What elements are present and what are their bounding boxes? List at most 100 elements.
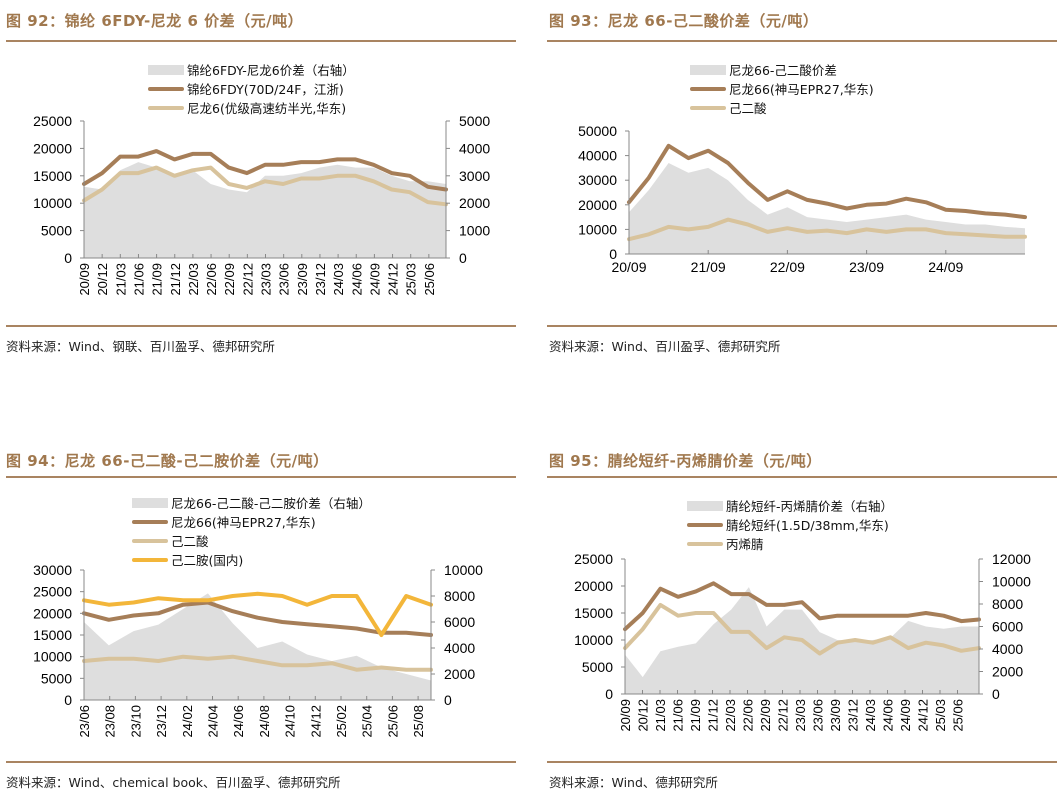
area-swatch [132, 497, 168, 508]
y-tick-label: 30000 [578, 172, 617, 188]
x-tick-label: 24/08 [257, 705, 272, 738]
legend-item: 己二酸 [690, 98, 874, 117]
x-tick-label: 22/03 [186, 263, 201, 296]
figure-94-title: 图 94：尼龙 66-己二酸-己二胺价差（元/吨） [6, 452, 329, 470]
area-series-spread [84, 162, 446, 258]
figure-93-legend: 尼龙66-己二酸价差 尼龙66(神马EPR27,华东) 己二酸 [690, 60, 874, 117]
x-tick-label: 24/10 [283, 705, 298, 738]
x-tick-label: 23/09 [828, 699, 843, 732]
y-tick-label: 20000 [578, 197, 617, 213]
light-line-swatch [687, 541, 723, 546]
x-tick-label: 21/12 [168, 263, 183, 296]
x-tick-label: 25/03 [404, 263, 419, 296]
x-tick-label: 23/06 [77, 705, 92, 738]
x-tick-label: 24/06 [349, 263, 364, 296]
legend-item: 锦纶6FDY(70D/24F，江浙) [148, 79, 355, 98]
y2-tick-label: 4000 [992, 641, 1023, 657]
figure-93-source: 资料来源：Wind、百川盈孚、德邦研究所 [549, 339, 781, 354]
x-tick-label: 21/06 [671, 699, 686, 732]
figure-95-legend: 腈纶短纤-丙烯腈价差（右轴） 腈纶短纤(1.5D/38mm,华东) 丙烯腈 [687, 496, 893, 553]
y2-tick-label: 1000 [459, 223, 490, 239]
x-tick-label: 24/03 [331, 263, 346, 296]
x-tick-label: 24/09 [898, 699, 913, 732]
y2-tick-label: 0 [444, 692, 452, 708]
y2-tick-label: 0 [459, 250, 467, 266]
y2-tick-label: 3000 [459, 168, 490, 184]
x-tick-label: 23/06 [811, 699, 826, 732]
x-tick-label: 20/09 [77, 263, 92, 296]
y-tick-label: 0 [605, 686, 613, 702]
x-tick-label: 24/12 [386, 263, 401, 296]
figure-95-title: 图 95：腈纶短纤-丙烯腈价差（元/吨） [549, 452, 822, 470]
legend-label: 锦纶6FDY-尼龙6价差（右轴） [187, 63, 355, 78]
x-tick-label: 25/06 [385, 705, 400, 738]
legend-label: 腈纶短纤-丙烯腈价差（右轴） [726, 499, 894, 514]
legend-label: 尼龙66(神马EPR27,华东) [171, 515, 316, 530]
x-tick-label: 22/12 [240, 263, 255, 296]
y-tick-label: 10000 [574, 632, 613, 648]
x-tick-label: 20/12 [636, 699, 651, 732]
y-tick-label: 25000 [574, 551, 613, 567]
x-tick-label: 24/03 [863, 699, 878, 732]
dark-line-swatch [690, 86, 726, 91]
x-tick-label: 23/12 [154, 705, 169, 738]
figure-92-source: 资料来源：Wind、钢联、百川盈孚、德邦研究所 [6, 339, 275, 354]
x-tick-label: 24/04 [206, 705, 221, 738]
x-tick-label: 22/09 [758, 699, 773, 732]
legend-item: 锦纶6FDY-尼龙6价差（右轴） [148, 60, 355, 79]
x-tick-label: 25/03 [933, 699, 948, 732]
light-line-swatch [148, 105, 184, 110]
x-tick-label: 24/06 [881, 699, 896, 732]
figure-95-title-rule [547, 476, 1057, 478]
dark-line-swatch [132, 519, 168, 524]
x-tick-label: 25/02 [334, 705, 349, 738]
legend-item: 己二胺(国内) [132, 550, 371, 569]
y2-tick-label: 8000 [992, 596, 1023, 612]
x-tick-label: 20/09 [611, 259, 646, 275]
dark-line-swatch [687, 522, 723, 527]
x-tick-label: 21/09 [688, 699, 703, 732]
x-tick-label: 20/12 [95, 263, 110, 296]
x-tick-label: 23/12 [846, 699, 861, 732]
y2-tick-label: 8000 [444, 588, 475, 604]
y-tick-label: 40000 [578, 148, 617, 164]
y-tick-label: 0 [64, 692, 72, 708]
area-series-spread [629, 163, 1025, 254]
dark-line-swatch [148, 86, 184, 91]
figure-93-chart: 0 10000 20000 30000 40000 50000 20/09 21/09 22/0… [578, 123, 1027, 275]
x-tick-label: 25/08 [411, 705, 426, 738]
area-swatch [687, 500, 723, 511]
figure-92-source-rule [6, 325, 516, 327]
y-tick-label: 5000 [582, 659, 613, 675]
y-tick-label: 5000 [41, 223, 72, 239]
legend-item: 腈纶短纤(1.5D/38mm,华东) [687, 515, 893, 534]
x-tick-label: 21/06 [131, 263, 146, 296]
yellow-line-swatch [132, 557, 168, 562]
y-tick-label: 25000 [33, 113, 72, 129]
legend-item: 尼龙66-己二酸-己二胺价差（右轴） [132, 493, 371, 512]
y-tick-label: 50000 [578, 123, 617, 139]
y-tick-label: 5000 [41, 670, 72, 686]
x-tick-label: 24/12 [308, 705, 323, 738]
y-tick-label: 10000 [33, 649, 72, 665]
y-tick-label: 30000 [33, 562, 72, 578]
figure-94-title-rule [6, 476, 516, 478]
x-tick-label: 24/12 [916, 699, 931, 732]
legend-label: 尼龙66-己二酸价差 [729, 63, 837, 78]
area-series-spread [84, 593, 431, 700]
legend-label: 己二酸 [171, 534, 209, 549]
legend-item: 尼龙66-己二酸价差 [690, 60, 874, 79]
x-tick-label: 21/03 [113, 263, 128, 296]
legend-label: 尼龙6(优级高速纺半光,华东) [187, 101, 347, 116]
figure-94-chart: 0 5000 10000 15000 20000 25000 30000 0 2000 4000 6… [33, 562, 483, 738]
x-tick-label: 22/03 [723, 699, 738, 732]
figure-92-legend: 锦纶6FDY-尼龙6价差（右轴） 锦纶6FDY(70D/24F，江浙) 尼龙6(… [148, 60, 355, 117]
legend-label: 丙烯腈 [726, 537, 764, 552]
y2-tick-label: 4000 [459, 140, 490, 156]
y-tick-label: 15000 [574, 605, 613, 621]
y-tick-label: 0 [64, 250, 72, 266]
y2-tick-label: 2000 [444, 666, 475, 682]
legend-item: 腈纶短纤-丙烯腈价差（右轴） [687, 496, 893, 515]
x-tick-label: 25/06 [951, 699, 966, 732]
legend-label: 尼龙66-己二酸-己二胺价差（右轴） [171, 496, 371, 511]
